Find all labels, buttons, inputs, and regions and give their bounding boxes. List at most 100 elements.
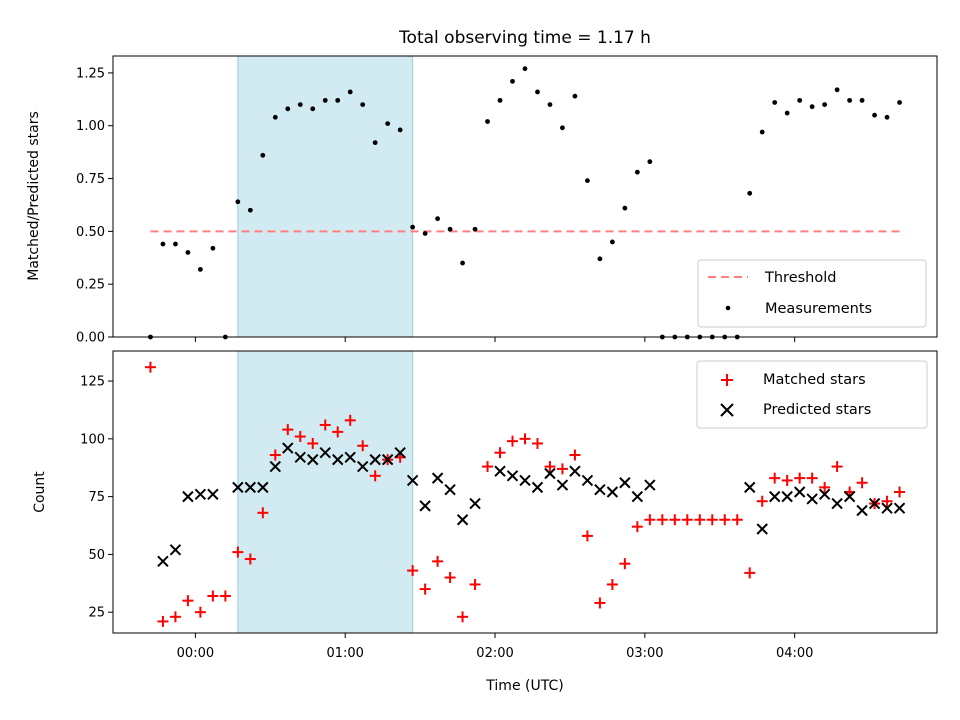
predicted-star-marker: [806, 493, 818, 505]
x-tick-label: 02:00: [476, 646, 513, 661]
measurement-point: [185, 250, 191, 255]
matched-star-marker: [269, 449, 281, 461]
predicted-star-marker: [631, 490, 644, 503]
measurement-point: [472, 226, 478, 232]
measurement-point: [285, 106, 291, 112]
matched-star-marker: [332, 426, 344, 438]
predicted-star-marker: [282, 442, 294, 454]
predicted-star-marker: [356, 460, 369, 473]
measurement-point: [772, 100, 778, 105]
matched-star-marker: [819, 481, 831, 493]
matched-star-marker: [769, 472, 781, 484]
predicted-star-marker: [843, 490, 856, 503]
measurement-point: [322, 97, 328, 103]
matched-star-marker: [144, 361, 156, 373]
predicted-star-marker: [831, 497, 843, 510]
measurement-point: [897, 100, 902, 105]
predicted-star-marker: [232, 481, 244, 494]
matched-star-marker: [357, 440, 369, 452]
matched-star-marker: [544, 461, 556, 473]
y-tick-label: 0.75: [76, 172, 105, 187]
matched-star-marker: [756, 495, 768, 507]
measurement-point: [335, 97, 341, 103]
measurement-point: [847, 97, 853, 103]
measurement-point: [272, 114, 278, 120]
matched-star-marker: [856, 477, 868, 489]
x-axis-label: Time (UTC): [485, 678, 563, 694]
legend-predicted-swatch: [720, 403, 734, 417]
predicted-star-marker: [619, 477, 631, 489]
measurement-point: [784, 110, 790, 116]
measurement-point: [173, 241, 178, 247]
predicted-star-marker: [744, 481, 756, 494]
y-tick-label: 0.50: [76, 225, 105, 240]
matched-star-marker: [432, 555, 444, 567]
measurement-point: [797, 97, 803, 103]
x-tick-label: 00:00: [177, 646, 214, 661]
measurement-point: [297, 102, 303, 107]
top-legend: Threshold Measurements: [697, 259, 927, 328]
matched-star-marker: [556, 463, 568, 475]
matched-star-marker: [482, 461, 494, 473]
legend-predicted-label: Predicted stars: [763, 402, 871, 418]
matched-star-marker: [644, 514, 656, 526]
predicted-star-marker: [531, 481, 544, 494]
measurement-point: [347, 89, 353, 95]
matched-star-marker: [469, 578, 481, 590]
predicted-star-marker: [519, 474, 531, 487]
y-tick-label: 1.25: [76, 66, 105, 81]
y-tick-label: 0.25: [76, 278, 105, 293]
matched-star-marker: [569, 449, 581, 461]
legend-measurement-swatch: [725, 305, 731, 311]
legend-matched-label: Matched stars: [763, 372, 866, 388]
top-legend-box: [697, 259, 927, 328]
bottom-legend-box: [696, 360, 928, 429]
matched-star-marker: [731, 514, 743, 526]
measurement-point: [622, 205, 628, 211]
measurement-point: [260, 152, 266, 158]
predicted-star-marker: [893, 502, 906, 514]
measurement-point: [160, 241, 166, 247]
matched-star-marker: [706, 514, 718, 526]
predicted-star-marker: [444, 483, 456, 496]
measurement-point: [397, 127, 403, 133]
measurement-point: [422, 231, 428, 236]
measurement-point: [247, 207, 253, 213]
predicted-star-marker: [494, 465, 506, 477]
matched-star-marker: [244, 553, 256, 565]
predicted-star-marker: [207, 488, 219, 501]
measurement-point: [510, 78, 515, 84]
top-x-ticks: [194, 337, 796, 342]
matched-star-marker: [794, 472, 806, 484]
legend-matched-swatch: [721, 374, 733, 386]
matched-star-marker: [507, 435, 519, 447]
matched-star-marker: [182, 595, 194, 607]
x-tick-label: 04:00: [776, 646, 813, 661]
legend-threshold-label: Threshold: [764, 270, 836, 286]
predicted-star-marker: [307, 453, 319, 466]
chart-title: Total observing time = 1.17 h: [398, 28, 651, 48]
matched-star-marker: [169, 611, 181, 623]
matched-star-marker: [494, 447, 506, 459]
predicted-star-marker: [182, 490, 194, 503]
y-tick-label: 50: [88, 548, 105, 563]
matched-star-marker: [631, 521, 643, 533]
predicted-star-marker: [319, 446, 331, 459]
matched-star-marker: [594, 597, 606, 609]
predicted-star-marker: [544, 467, 556, 480]
measurement-point: [759, 129, 765, 135]
top-plot: 0.00 0.25 0.50 0.75 1.00 1.25 Matched/Predict…: [26, 55, 938, 346]
predicted-star-marker: [818, 488, 831, 501]
matched-star-marker: [581, 530, 593, 542]
matched-star-marker: [656, 514, 668, 526]
measurement-point: [560, 125, 565, 131]
measurement-point: [547, 102, 553, 107]
predicted-star-marker: [419, 500, 431, 512]
predicted-star-marker: [569, 465, 581, 477]
top-plot-frame: [112, 55, 938, 338]
matched-star-marker: [419, 583, 431, 595]
measurement-point: [747, 190, 753, 196]
matched-star-marker: [282, 424, 294, 436]
predicted-star-marker: [294, 451, 306, 464]
